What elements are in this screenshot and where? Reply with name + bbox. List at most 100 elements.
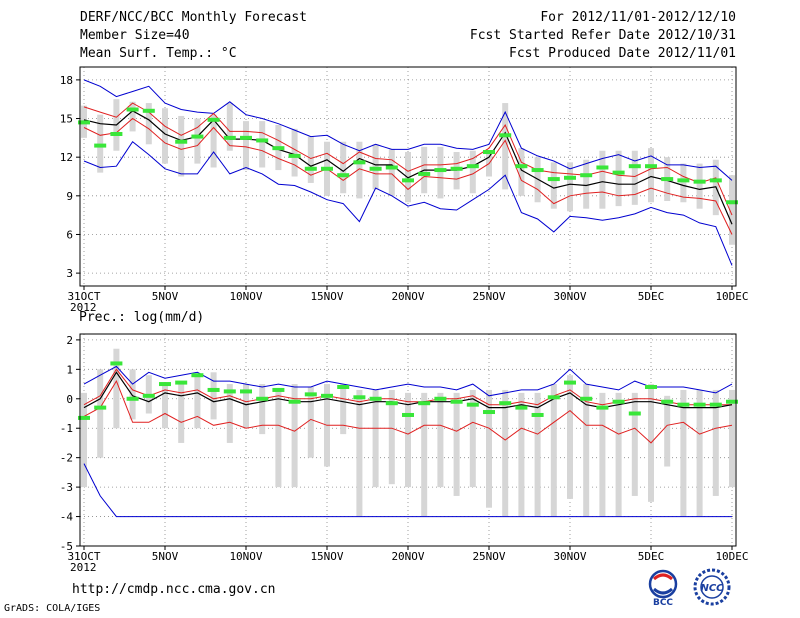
year-label: 2012 bbox=[70, 301, 97, 314]
obs-marker bbox=[726, 200, 738, 205]
y-tick-label: -4 bbox=[60, 511, 74, 524]
x-tick-label: 5DEC bbox=[638, 290, 665, 303]
source-url[interactable]: http://cmdp.ncc.cma.gov.cn bbox=[72, 582, 276, 597]
y-tick-label: 18 bbox=[60, 74, 73, 87]
obs-marker bbox=[402, 178, 414, 183]
ensemble-bar bbox=[696, 389, 703, 517]
series-line-min bbox=[83, 463, 732, 518]
x-tick-label: 10DEC bbox=[715, 550, 748, 563]
obs-marker bbox=[256, 396, 269, 401]
series-line-upper bbox=[83, 102, 733, 216]
y-tick-label: 2 bbox=[66, 334, 73, 347]
obs-marker bbox=[240, 135, 252, 140]
precipitation-panel: -5 -4 -3 -2 -1 0 1 2 31OCT 5NOV 10NOV 15NOV 20NOV 25N… bbox=[60, 333, 749, 574]
obs-marker bbox=[612, 399, 625, 404]
ensemble-bar bbox=[178, 115, 185, 177]
ensemble-bar bbox=[162, 384, 168, 429]
x-tick-label: 15NOV bbox=[310, 290, 343, 303]
ensemble-bar bbox=[469, 150, 476, 194]
ensemble-bar bbox=[437, 146, 444, 199]
obs-marker bbox=[677, 178, 690, 183]
member-size: Member Size=40 bbox=[80, 28, 190, 43]
ensemble-bar bbox=[534, 392, 541, 517]
y-tick-label: 0 bbox=[66, 393, 73, 406]
obs-marker bbox=[693, 179, 706, 184]
y-tick-label: 9 bbox=[66, 190, 73, 203]
ensemble-bar bbox=[307, 387, 314, 458]
x-tick-label: 25NOV bbox=[472, 550, 505, 563]
temperature-panel: 3 6 9 12 15 18 31OCT 5NOV 10NOV 15NOV 20NOV 25NOV 30… bbox=[60, 66, 749, 314]
obs-marker bbox=[110, 361, 123, 366]
fcst-produced-date: Fcst Produced Date 2012/11/01 bbox=[509, 46, 736, 61]
obs-marker bbox=[191, 373, 204, 378]
ensemble-bar bbox=[113, 348, 120, 429]
ensemble-bar bbox=[226, 384, 233, 443]
x-tick-label: 10NOV bbox=[229, 290, 262, 303]
obs-marker bbox=[499, 133, 512, 138]
bcc-logo: BCC bbox=[648, 569, 678, 607]
obs-marker bbox=[450, 166, 463, 171]
obs-marker bbox=[288, 399, 301, 404]
ensemble-bar bbox=[437, 392, 444, 488]
obs-marker bbox=[434, 168, 447, 173]
y-tick-label: 12 bbox=[60, 151, 73, 164]
ensemble-bar bbox=[291, 384, 298, 488]
ensemble-bar bbox=[680, 389, 687, 517]
obs-marker bbox=[693, 402, 706, 407]
y-tick-label: 1 bbox=[66, 363, 73, 376]
obs-marker bbox=[321, 393, 333, 398]
obs-marker bbox=[596, 405, 609, 410]
obs-marker bbox=[223, 135, 236, 140]
ensemble-bar bbox=[210, 114, 217, 168]
ensemble-bar bbox=[307, 136, 314, 183]
obs-marker bbox=[434, 396, 447, 401]
ensemble-bar bbox=[599, 150, 606, 209]
obs-marker bbox=[726, 399, 738, 404]
ensemble-bar bbox=[631, 150, 638, 205]
ensemble-bar bbox=[712, 389, 719, 496]
x-tick-label: 5NOV bbox=[152, 290, 179, 303]
ensemble-bar bbox=[356, 141, 363, 199]
ensemble-bar bbox=[226, 103, 233, 151]
obs-marker bbox=[515, 405, 528, 410]
obs-marker bbox=[369, 166, 382, 171]
x-tick-label: 5NOV bbox=[152, 550, 179, 563]
obs-marker bbox=[645, 385, 657, 389]
obs-marker bbox=[78, 415, 90, 420]
ensemble-bar bbox=[469, 389, 476, 488]
obs-marker bbox=[580, 173, 593, 178]
ensemble-bar bbox=[291, 128, 298, 177]
obs-marker bbox=[418, 171, 431, 176]
obs-marker bbox=[612, 170, 625, 175]
obs-marker bbox=[547, 395, 560, 400]
x-tick-label: 15NOV bbox=[310, 550, 343, 563]
ensemble-bar bbox=[178, 381, 185, 443]
obs-marker bbox=[628, 411, 641, 416]
y-tick-label: 3 bbox=[66, 267, 73, 280]
ensemble-bar bbox=[145, 103, 152, 145]
obs-marker bbox=[110, 131, 123, 136]
temp-panel-title: Mean Surf. Temp.: °C bbox=[80, 46, 237, 61]
ensemble-bar bbox=[664, 395, 671, 467]
ensemble-bar bbox=[162, 108, 168, 164]
ensemble-bar bbox=[259, 384, 266, 435]
obs-marker bbox=[628, 164, 641, 169]
ensemble-bar bbox=[340, 141, 347, 194]
obs-marker bbox=[580, 396, 593, 401]
x-tick-label: 30NOV bbox=[553, 550, 586, 563]
obs-marker bbox=[515, 164, 528, 169]
y-tick-label: -5 bbox=[60, 540, 73, 553]
obs-marker bbox=[564, 380, 576, 385]
ensemble-bar bbox=[696, 163, 703, 209]
bcc-logo-text: BCC bbox=[653, 598, 673, 607]
forecast-period: For 2012/11/01-2012/12/10 bbox=[540, 10, 736, 25]
obs-marker bbox=[304, 392, 317, 397]
ensemble-bar bbox=[129, 101, 136, 132]
obs-marker bbox=[240, 389, 252, 394]
x-tick-label: 31OCT bbox=[67, 290, 100, 303]
y-tick-label: -2 bbox=[60, 452, 73, 465]
series-line-lower bbox=[83, 379, 733, 444]
ensemble-bar bbox=[599, 392, 606, 517]
obs-marker bbox=[142, 108, 155, 113]
